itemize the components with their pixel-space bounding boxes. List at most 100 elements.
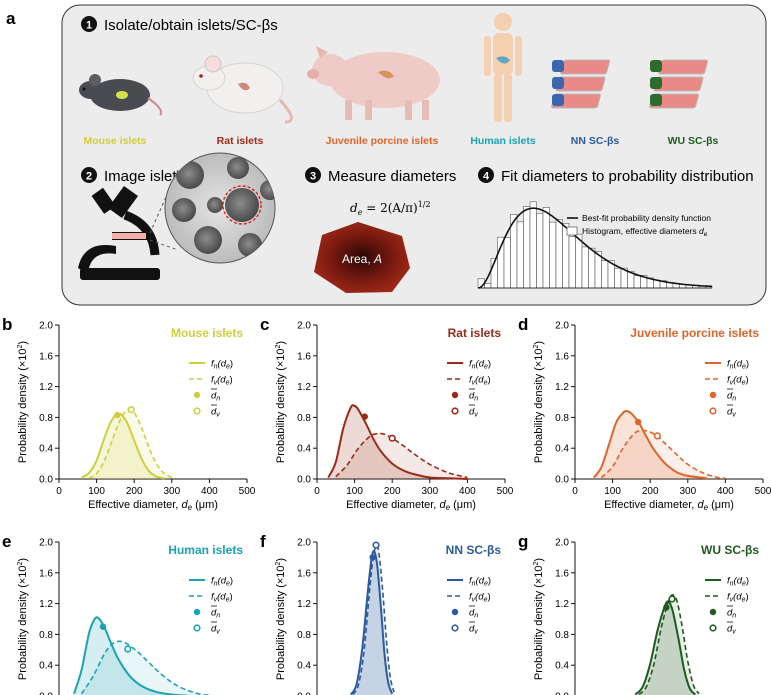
diameter-formula: de = 2(A/π)1/2 xyxy=(350,200,431,217)
legend-fn-label-part: n xyxy=(730,581,734,588)
legend-fv-label-part: e xyxy=(226,380,230,387)
y-tick-label: 0.0 xyxy=(297,692,311,695)
y-axis-title-part: 2 xyxy=(275,561,282,565)
y-tick-label-part: 2.0 xyxy=(555,538,569,549)
legend-dv-label-part: v xyxy=(474,412,478,419)
y-tick-label: 1.2 xyxy=(555,382,569,393)
legend-dn-label: dn xyxy=(469,608,478,620)
y-tick-label: 1.2 xyxy=(39,382,53,393)
marker-dn xyxy=(663,604,670,611)
micrograph-image xyxy=(164,152,276,264)
source-label-wu: WU SC-βs xyxy=(668,135,719,147)
legend-dn-label-part: n xyxy=(216,396,220,403)
x-tick-label: 300 xyxy=(163,486,180,497)
legend-dv-marker xyxy=(451,624,459,632)
x-axis-title: Effective diameter, de (μm) xyxy=(346,499,476,512)
legend-fn-label: fn(de) xyxy=(469,576,491,588)
x-tick-label-part: 500 xyxy=(497,486,514,497)
legend-dv-label-part: v xyxy=(216,629,220,636)
panel-title-b-part: Mouse islets xyxy=(171,326,243,340)
y-tick-label: 1.6 xyxy=(39,351,53,362)
x-tick-label: 500 xyxy=(239,486,256,497)
legend-dv-label: dv xyxy=(469,624,478,636)
x-tick-label-part: 0 xyxy=(572,486,578,497)
y-tick-label: 2.0 xyxy=(297,321,311,332)
y-tick-label-part: 0.4 xyxy=(39,444,53,455)
legend-fv-label-part: (d xyxy=(217,592,226,603)
y-tick-label-part: 0.4 xyxy=(39,661,53,672)
series-fv-area xyxy=(352,545,395,695)
x-tick-label: 100 xyxy=(604,486,621,497)
step4-badge xyxy=(478,167,494,183)
panel-letter-d-part: d xyxy=(518,315,528,334)
legend-dn-label-part: d xyxy=(469,608,475,619)
legend-hist-label: Histogram, effective diameters de xyxy=(582,226,708,238)
step1-number: 1 xyxy=(86,20,92,32)
x-tick-label-part: 500 xyxy=(755,486,771,497)
legend-fn-label-part: n xyxy=(472,364,476,371)
y-axis-title-part: Probability density (×10 xyxy=(17,348,29,463)
y-tick-label: 0.8 xyxy=(297,630,311,641)
series-fv-line xyxy=(352,545,395,695)
y-tick-label: 0.8 xyxy=(297,413,311,424)
legend-fv-label-part: v xyxy=(730,380,734,387)
panel-title-d: Juvenile porcine islets xyxy=(630,326,759,340)
legend-dv-marker xyxy=(193,407,201,415)
y-tick-label-part: 2.0 xyxy=(555,321,569,332)
legend-fv-label-part: (d xyxy=(217,375,226,386)
legend-fv-label-part: f xyxy=(469,592,473,603)
legend-fn-label-part: (d xyxy=(476,576,485,587)
legend-dv-label-part: v xyxy=(732,412,736,419)
y-tick-label-part: 1.6 xyxy=(39,568,53,579)
legend-dv-label: dv xyxy=(211,624,220,636)
histogram-bar xyxy=(549,221,557,289)
y-axis-title-part: Probability density (×10 xyxy=(275,565,287,680)
y-tick-label-part: 2.0 xyxy=(297,321,311,332)
x-axis-title-part: Effective diameter, xyxy=(604,499,697,511)
panel-title-f: NN SC-βs xyxy=(446,543,502,557)
legend-dn-label-part: d xyxy=(211,608,217,619)
legend-fv-label-part: v xyxy=(472,597,476,604)
series-fv-area xyxy=(81,641,207,695)
source-label-human: Human islets xyxy=(470,135,536,147)
marker-dv xyxy=(388,434,396,442)
marker-dv xyxy=(372,541,380,549)
legend-fn-label: fn(de) xyxy=(727,576,749,588)
x-tick-label-part: 200 xyxy=(126,486,143,497)
step1-badge xyxy=(81,16,97,32)
x-axis-title-part: e xyxy=(188,503,193,512)
legend-fn-label-part: ) xyxy=(488,576,491,587)
series-fn-line xyxy=(327,404,468,480)
y-axis-title-part: Probability density (×10 xyxy=(17,565,29,680)
y-tick-label: 2.0 xyxy=(39,321,53,332)
panel-letter-b-part: b xyxy=(2,315,12,334)
y-tick-label: 2.0 xyxy=(297,538,311,549)
x-tick-label: 300 xyxy=(421,486,438,497)
legend-fn-label: fn(de) xyxy=(211,576,233,588)
panel-title-f-part: NN SC-βs xyxy=(446,543,502,557)
y-tick-label: 0.0 xyxy=(297,475,311,486)
panel-letter-f: f xyxy=(260,532,266,551)
x-tick-label-part: 0 xyxy=(314,486,320,497)
legend-dn-marker xyxy=(451,391,459,399)
legend-dn-label: dn xyxy=(211,391,220,403)
y-axis-title-part: 2 xyxy=(533,344,540,348)
legend-fv-label-part: (d xyxy=(475,592,484,603)
panel-letter-e-part: e xyxy=(2,532,11,551)
marker-dv xyxy=(127,406,135,414)
legend-fv-label: fv(de) xyxy=(211,375,233,387)
legend-fv-label-part: v xyxy=(214,380,218,387)
y-tick-label-part: 1.6 xyxy=(39,351,53,362)
chart-panel-f: f0.00.40.81.21.62.00100200300400500Effec… xyxy=(260,532,502,695)
y-tick-label-part: 1.2 xyxy=(555,382,569,393)
legend-fn-label-part: f xyxy=(469,576,473,587)
step3-badge xyxy=(305,167,321,183)
step4-number: 4 xyxy=(483,171,490,183)
legend-dn-label-part: n xyxy=(216,613,220,620)
y-tick-label-part: 1.6 xyxy=(555,568,569,579)
y-tick-label-part: 0.0 xyxy=(297,475,311,486)
x-axis-title-part: Effective diameter, xyxy=(88,499,181,511)
y-axis-title-part: ) xyxy=(275,341,287,345)
source-label-pig: Juvenile porcine islets xyxy=(326,135,439,147)
y-tick-label: 0.8 xyxy=(39,630,53,641)
